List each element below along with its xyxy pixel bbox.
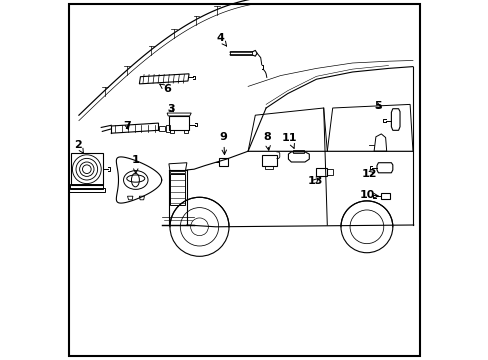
Bar (159, 126, 165, 131)
Bar (69, 188, 104, 192)
Bar (71, 153, 102, 185)
Bar (219, 158, 228, 166)
Bar (183, 130, 187, 133)
Bar (380, 193, 389, 199)
Bar (170, 174, 185, 205)
Bar (316, 168, 326, 176)
Text: 13: 13 (307, 176, 323, 186)
Text: 5: 5 (374, 101, 382, 111)
Bar (170, 130, 173, 133)
Text: 11: 11 (281, 132, 297, 148)
Text: 10: 10 (359, 190, 378, 200)
Text: 12: 12 (361, 168, 377, 179)
Bar (292, 150, 303, 153)
Text: 3: 3 (166, 104, 174, 114)
Bar (170, 171, 185, 173)
Bar (166, 125, 170, 132)
Bar (261, 155, 276, 166)
Text: 2: 2 (74, 140, 83, 153)
Text: 6: 6 (160, 84, 171, 94)
Text: 8: 8 (263, 132, 270, 150)
Text: 4: 4 (216, 33, 226, 46)
Bar (326, 169, 332, 175)
Bar (230, 51, 251, 55)
Bar (70, 184, 103, 189)
Text: 1: 1 (132, 155, 140, 173)
Text: 9: 9 (219, 132, 227, 154)
Bar (265, 166, 273, 169)
Text: 7: 7 (123, 121, 131, 131)
Bar (168, 116, 188, 130)
